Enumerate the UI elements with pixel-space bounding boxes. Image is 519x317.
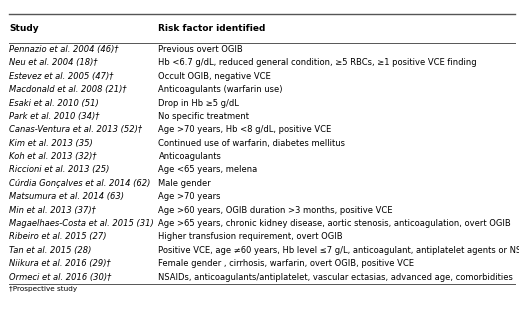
Text: Koh et al. 2013 (32)†: Koh et al. 2013 (32)† — [9, 152, 97, 161]
Text: Magaelhaes-Costa et al. 2015 (31): Magaelhaes-Costa et al. 2015 (31) — [9, 219, 154, 228]
Text: Previous overt OGIB: Previous overt OGIB — [158, 45, 243, 54]
Text: Age >60 years, OGIB duration >3 months, positive VCE: Age >60 years, OGIB duration >3 months, … — [158, 206, 393, 215]
Text: Age <65 years, melena: Age <65 years, melena — [158, 165, 258, 174]
Text: Min et al. 2013 (37)†: Min et al. 2013 (37)† — [9, 206, 96, 215]
Text: Study: Study — [9, 24, 39, 33]
Text: Hb <6.7 g/dL, reduced general condition, ≥5 RBCs, ≥1 positive VCE finding: Hb <6.7 g/dL, reduced general condition,… — [158, 58, 477, 68]
Text: NSAIDs, anticoagulants/antiplatelet, vascular ectasias, advanced age, comorbidit: NSAIDs, anticoagulants/antiplatelet, vas… — [158, 273, 513, 281]
Text: Ribeiro et al. 2015 (27): Ribeiro et al. 2015 (27) — [9, 232, 107, 241]
Text: Kim et al. 2013 (35): Kim et al. 2013 (35) — [9, 139, 93, 148]
Text: Higher transfusion requirement, overt OGIB: Higher transfusion requirement, overt OG… — [158, 232, 343, 241]
Text: Continued use of warfarin, diabetes mellitus: Continued use of warfarin, diabetes mell… — [158, 139, 346, 148]
Text: Macdonald et al. 2008 (21)†: Macdonald et al. 2008 (21)† — [9, 85, 127, 94]
Text: Esaki et al. 2010 (51): Esaki et al. 2010 (51) — [9, 99, 99, 107]
Text: Cúrdia Gonçalves et al. 2014 (62): Cúrdia Gonçalves et al. 2014 (62) — [9, 179, 151, 188]
Text: Male gender: Male gender — [158, 179, 211, 188]
Text: Estevez et al. 2005 (47)†: Estevez et al. 2005 (47)† — [9, 72, 114, 81]
Text: Anticoagulants (warfarin use): Anticoagulants (warfarin use) — [158, 85, 283, 94]
Text: Ormeci et al. 2016 (30)†: Ormeci et al. 2016 (30)† — [9, 273, 112, 281]
Text: Niikura et al. 2016 (29)†: Niikura et al. 2016 (29)† — [9, 259, 111, 268]
Text: Anticoagulants: Anticoagulants — [158, 152, 221, 161]
Text: Canas-Ventura et al. 2013 (52)†: Canas-Ventura et al. 2013 (52)† — [9, 125, 143, 134]
Text: Female gender , cirrhosis, warfarin, overt OGIB, positive VCE: Female gender , cirrhosis, warfarin, ove… — [158, 259, 415, 268]
Text: Risk factor identified: Risk factor identified — [158, 24, 266, 33]
Text: Occult OGIB, negative VCE: Occult OGIB, negative VCE — [158, 72, 271, 81]
Text: Neu et al. 2004 (18)†: Neu et al. 2004 (18)† — [9, 58, 98, 68]
Text: Park et al. 2010 (34)†: Park et al. 2010 (34)† — [9, 112, 100, 121]
Text: Matsumura et al. 2014 (63): Matsumura et al. 2014 (63) — [9, 192, 125, 201]
Text: Positive VCE, age ≠60 years, Hb level ≤7 g/L, anticoagulant, antiplatelet agents: Positive VCE, age ≠60 years, Hb level ≤7… — [158, 246, 519, 255]
Text: Pennazio et al. 2004 (46)†: Pennazio et al. 2004 (46)† — [9, 45, 119, 54]
Text: Age >70 years, Hb <8 g/dL, positive VCE: Age >70 years, Hb <8 g/dL, positive VCE — [158, 125, 332, 134]
Text: No specific treatment: No specific treatment — [158, 112, 250, 121]
Text: Riccioni et al. 2013 (25): Riccioni et al. 2013 (25) — [9, 165, 110, 174]
Text: Tan et al. 2015 (28): Tan et al. 2015 (28) — [9, 246, 92, 255]
Text: †Prospective study: †Prospective study — [9, 286, 77, 292]
Text: Age >65 years, chronic kidney disease, aortic stenosis, anticoagulation, overt O: Age >65 years, chronic kidney disease, a… — [158, 219, 511, 228]
Text: Age >70 years: Age >70 years — [158, 192, 221, 201]
Text: Drop in Hb ≥5 g/dL: Drop in Hb ≥5 g/dL — [158, 99, 239, 107]
